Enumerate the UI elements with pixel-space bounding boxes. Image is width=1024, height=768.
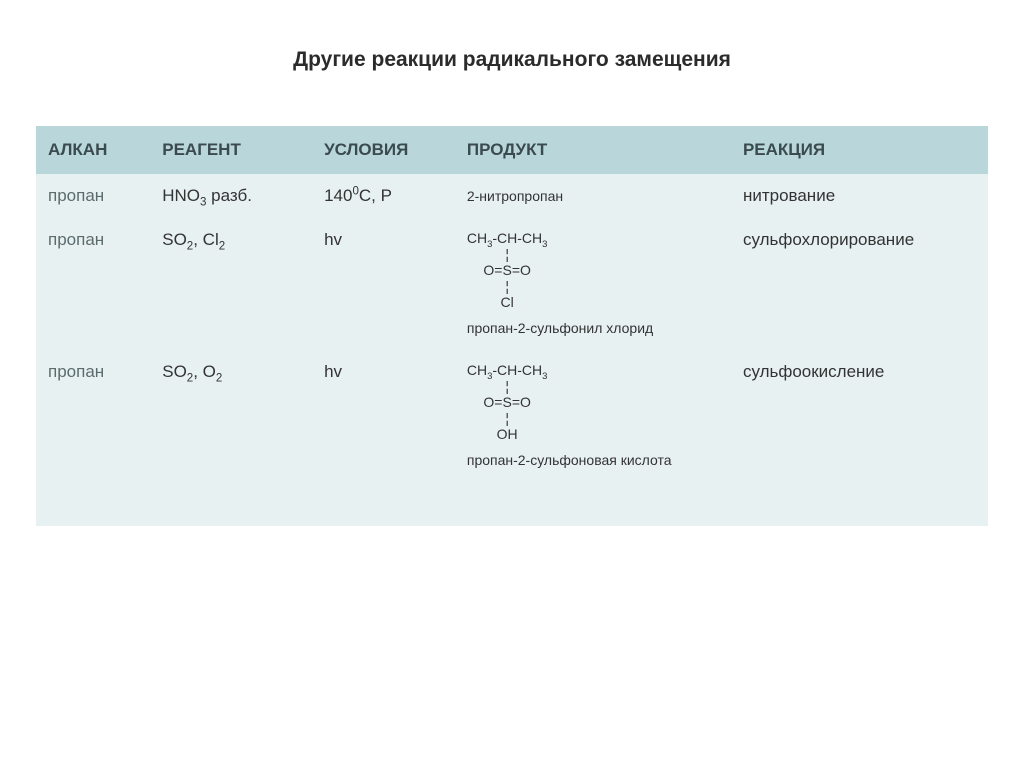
reactions-table: АЛКАН РЕАГЕНТ УСЛОВИЯ ПРОДУКТ РЕАКЦИЯ пр…: [36, 126, 988, 526]
empty-cell: [455, 482, 731, 526]
reagent-t1: SO: [162, 230, 187, 249]
cell-conditions: 1400C, P: [312, 174, 455, 218]
struct-l1: CH3-CH-CH3: [467, 230, 548, 246]
reagent-s2: 2: [216, 372, 222, 384]
cell-reagent: HNO3 разб.: [150, 174, 312, 218]
cell-product: CH3-CH-CH3 ¦ O=S=O ¦ OH пропан-2-сульфон…: [455, 350, 731, 482]
struct-bond2: ¦: [467, 278, 548, 294]
col-reagent: РЕАГЕНТ: [150, 126, 312, 174]
product-text: 2-нитропропан: [467, 188, 563, 204]
product-label: пропан-2-сульфоновая кислота: [467, 452, 719, 470]
reagent-text: HNO: [162, 186, 200, 205]
empty-cell: [731, 482, 988, 526]
cell-reagent: SO2, O2: [150, 350, 312, 482]
reagent-tail: разб.: [206, 186, 252, 205]
cell-reaction: сульфоокисление: [731, 350, 988, 482]
page-title: Другие реакции радикального замещения: [36, 48, 988, 72]
struct-bond1: ¦: [467, 246, 548, 262]
empty-cell: [312, 482, 455, 526]
product-label: пропан-2-сульфонил хлорид: [467, 320, 719, 338]
cell-alkane: пропан: [36, 350, 150, 482]
col-conditions: УСЛОВИЯ: [312, 126, 455, 174]
table-row: пропан SO2, O2 hv CH3-CH-CH3 ¦ O=S=O ¦ O…: [36, 350, 988, 482]
chem-structure: CH3-CH-CH3 ¦ O=S=O ¦ OH: [467, 362, 548, 442]
struct-l2: O=S=O: [467, 262, 548, 278]
col-alkane: АЛКАН: [36, 126, 150, 174]
struct-bond1: ¦: [467, 378, 548, 394]
cell-reaction: нитрование: [731, 174, 988, 218]
table-row-empty: [36, 482, 988, 526]
struct-l1: CH3-CH-CH3: [467, 362, 548, 378]
reagent-s2: 2: [219, 240, 225, 252]
cell-reagent: SO2, Cl2: [150, 218, 312, 350]
table-row: пропан SO2, Cl2 hv CH3-CH-CH3 ¦ O=S=O ¦ …: [36, 218, 988, 350]
struct-l3: Cl: [467, 294, 548, 310]
chem-structure: CH3-CH-CH3 ¦ O=S=O ¦ Cl: [467, 230, 548, 310]
cell-conditions: hv: [312, 218, 455, 350]
empty-cell: [150, 482, 312, 526]
cell-alkane: пропан: [36, 218, 150, 350]
struct-l2: O=S=O: [467, 394, 548, 410]
reagent-t1: SO: [162, 362, 187, 381]
struct-bond2: ¦: [467, 410, 548, 426]
empty-cell: [36, 482, 150, 526]
cell-product: 2-нитропропан: [455, 174, 731, 218]
table-row: пропан HNO3 разб. 1400C, P 2-нитропропан…: [36, 174, 988, 218]
cell-conditions: hv: [312, 350, 455, 482]
cell-alkane: пропан: [36, 174, 150, 218]
reagent-mid: , O: [193, 362, 216, 381]
col-reaction: РЕАКЦИЯ: [731, 126, 988, 174]
col-product: ПРОДУКТ: [455, 126, 731, 174]
reagent-mid: , Cl: [193, 230, 219, 249]
cell-product: CH3-CH-CH3 ¦ O=S=O ¦ Cl пропан-2-сульфон…: [455, 218, 731, 350]
cond-num: 140: [324, 186, 352, 205]
cond-tail: C, P: [359, 186, 392, 205]
struct-l3: OH: [467, 426, 548, 442]
table-header-row: АЛКАН РЕАГЕНТ УСЛОВИЯ ПРОДУКТ РЕАКЦИЯ: [36, 126, 988, 174]
cell-reaction: сульфохлорирование: [731, 218, 988, 350]
